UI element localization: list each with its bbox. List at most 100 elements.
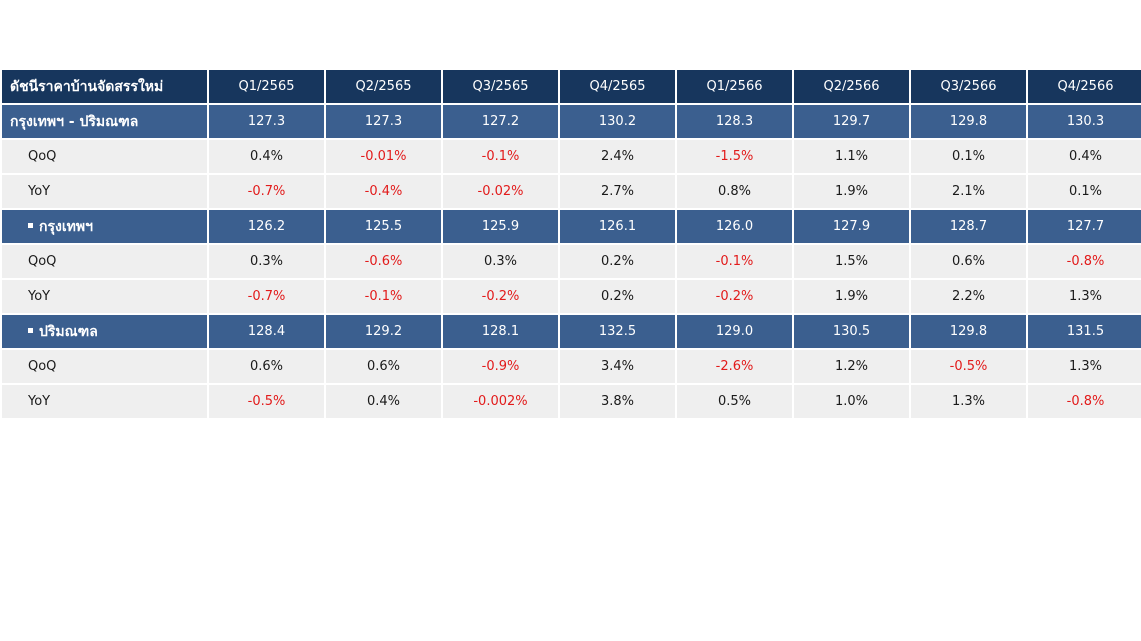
yoy-value-cell: 0.5% (677, 385, 792, 418)
quarter-header: Q1/2565 (209, 70, 324, 103)
yoy-value-cell: 0.8% (677, 175, 792, 208)
qoq-label: QoQ (2, 140, 207, 173)
quarter-header: Q3/2566 (911, 70, 1026, 103)
index-value-cell: 130.5 (794, 315, 909, 348)
yoy-value-cell: -0.2% (443, 280, 558, 313)
price-index-table-container: ดัชนีราคาบ้านจัดสรรใหม่ Q1/2565 Q2/2565 … (0, 68, 1141, 420)
yoy-value-cell: -0.7% (209, 175, 324, 208)
yoy-value-cell: 0.1% (1028, 175, 1141, 208)
qoq-value-cell: 1.3% (1028, 350, 1141, 383)
qoq-row: QoQ 0.4% -0.01% -0.1% 2.4% -1.5% 1.1% 0.1% 0.4% (2, 140, 1141, 173)
qoq-value-cell: 0.6% (209, 350, 324, 383)
qoq-value-cell: 0.3% (209, 245, 324, 278)
qoq-value-cell: -0.8% (1028, 245, 1141, 278)
yoy-value-cell: -0.1% (326, 280, 441, 313)
yoy-value-cell: -0.002% (443, 385, 558, 418)
yoy-value-cell: 0.4% (326, 385, 441, 418)
index-value-cell: 127.3 (209, 105, 324, 138)
index-value-cell: 130.3 (1028, 105, 1141, 138)
yoy-row: YoY -0.5% 0.4% -0.002% 3.8% 0.5% 1.0% 1.3% -0.8% (2, 385, 1141, 418)
index-value-cell: 127.9 (794, 210, 909, 243)
qoq-value-cell: 0.1% (911, 140, 1026, 173)
region-label-text: ปริมณฑล (39, 323, 98, 340)
index-value-cell: 126.1 (560, 210, 675, 243)
table-header-row: ดัชนีราคาบ้านจัดสรรใหม่ Q1/2565 Q2/2565 … (2, 70, 1141, 103)
index-value-cell: 128.7 (911, 210, 1026, 243)
index-value-cell: 126.0 (677, 210, 792, 243)
yoy-value-cell: 2.7% (560, 175, 675, 208)
bullet-icon (28, 223, 33, 228)
quarter-header: Q2/2566 (794, 70, 909, 103)
index-value-cell: 132.5 (560, 315, 675, 348)
qoq-value-cell: 0.4% (209, 140, 324, 173)
qoq-value-cell: -0.9% (443, 350, 558, 383)
region-label-text: กรุงเทพฯ (39, 218, 93, 235)
qoq-value-cell: 1.5% (794, 245, 909, 278)
yoy-value-cell: -0.4% (326, 175, 441, 208)
bullet-icon (28, 328, 33, 333)
index-value-cell: 130.2 (560, 105, 675, 138)
yoy-value-cell: -0.5% (209, 385, 324, 418)
index-value-cell: 127.3 (326, 105, 441, 138)
yoy-value-cell: -0.2% (677, 280, 792, 313)
index-value-cell: 127.7 (1028, 210, 1141, 243)
qoq-value-cell: 1.2% (794, 350, 909, 383)
index-value-cell: 129.8 (911, 315, 1026, 348)
yoy-value-cell: -0.8% (1028, 385, 1141, 418)
yoy-value-cell: 3.8% (560, 385, 675, 418)
qoq-row: QoQ 0.6% 0.6% -0.9% 3.4% -2.6% 1.2% -0.5% 1.3% (2, 350, 1141, 383)
yoy-row: YoY -0.7% -0.1% -0.2% 0.2% -0.2% 1.9% 2.2% 1.3% (2, 280, 1141, 313)
index-value-cell: 128.1 (443, 315, 558, 348)
index-value-cell: 131.5 (1028, 315, 1141, 348)
index-value-cell: 129.0 (677, 315, 792, 348)
index-value-cell: 128.4 (209, 315, 324, 348)
region-label: ปริมณฑล (2, 315, 207, 348)
yoy-value-cell: 1.9% (794, 280, 909, 313)
qoq-value-cell: -0.01% (326, 140, 441, 173)
yoy-value-cell: -0.02% (443, 175, 558, 208)
index-row: ปริมณฑล 128.4 129.2 128.1 132.5 129.0 130.5 129… (2, 315, 1141, 348)
qoq-value-cell: -0.1% (443, 140, 558, 173)
quarter-header: Q1/2566 (677, 70, 792, 103)
quarter-header: Q4/2566 (1028, 70, 1141, 103)
qoq-value-cell: -0.6% (326, 245, 441, 278)
qoq-value-cell: 2.4% (560, 140, 675, 173)
yoy-value-cell: 1.0% (794, 385, 909, 418)
index-row: กรุงเทพฯ 126.2 125.5 125.9 126.1 126.0 127.9 12… (2, 210, 1141, 243)
region-label-text: กรุงเทพฯ - ปริมณฑล (10, 113, 139, 130)
qoq-value-cell: 1.1% (794, 140, 909, 173)
yoy-label: YoY (2, 280, 207, 313)
yoy-value-cell: 1.3% (911, 385, 1026, 418)
qoq-value-cell: 0.6% (326, 350, 441, 383)
table-body: กรุงเทพฯ - ปริมณฑล 127.3 127.3 127.2 130.2 12… (2, 105, 1141, 418)
qoq-label: QoQ (2, 350, 207, 383)
yoy-value-cell: 2.2% (911, 280, 1026, 313)
yoy-value-cell: 2.1% (911, 175, 1026, 208)
qoq-value-cell: 0.6% (911, 245, 1026, 278)
index-value-cell: 127.2 (443, 105, 558, 138)
yoy-value-cell: 1.3% (1028, 280, 1141, 313)
yoy-value-cell: 1.9% (794, 175, 909, 208)
qoq-value-cell: 3.4% (560, 350, 675, 383)
index-value-cell: 125.9 (443, 210, 558, 243)
qoq-value-cell: -0.5% (911, 350, 1026, 383)
yoy-row: YoY -0.7% -0.4% -0.02% 2.7% 0.8% 1.9% 2.1% 0.1% (2, 175, 1141, 208)
index-value-cell: 129.2 (326, 315, 441, 348)
qoq-value-cell: 0.3% (443, 245, 558, 278)
qoq-row: QoQ 0.3% -0.6% 0.3% 0.2% -0.1% 1.5% 0.6% -0.8% (2, 245, 1141, 278)
yoy-label: YoY (2, 385, 207, 418)
quarter-header: Q2/2565 (326, 70, 441, 103)
qoq-value-cell: 0.2% (560, 245, 675, 278)
table-title-cell: ดัชนีราคาบ้านจัดสรรใหม่ (2, 70, 207, 103)
index-value-cell: 128.3 (677, 105, 792, 138)
qoq-value-cell: -2.6% (677, 350, 792, 383)
quarter-header: Q3/2565 (443, 70, 558, 103)
index-value-cell: 125.5 (326, 210, 441, 243)
qoq-label: QoQ (2, 245, 207, 278)
price-index-table: ดัชนีราคาบ้านจัดสรรใหม่ Q1/2565 Q2/2565 … (0, 68, 1141, 420)
index-row: กรุงเทพฯ - ปริมณฑล 127.3 127.3 127.2 130.2 12… (2, 105, 1141, 138)
region-label: กรุงเทพฯ (2, 210, 207, 243)
qoq-value-cell: 0.4% (1028, 140, 1141, 173)
index-value-cell: 129.8 (911, 105, 1026, 138)
